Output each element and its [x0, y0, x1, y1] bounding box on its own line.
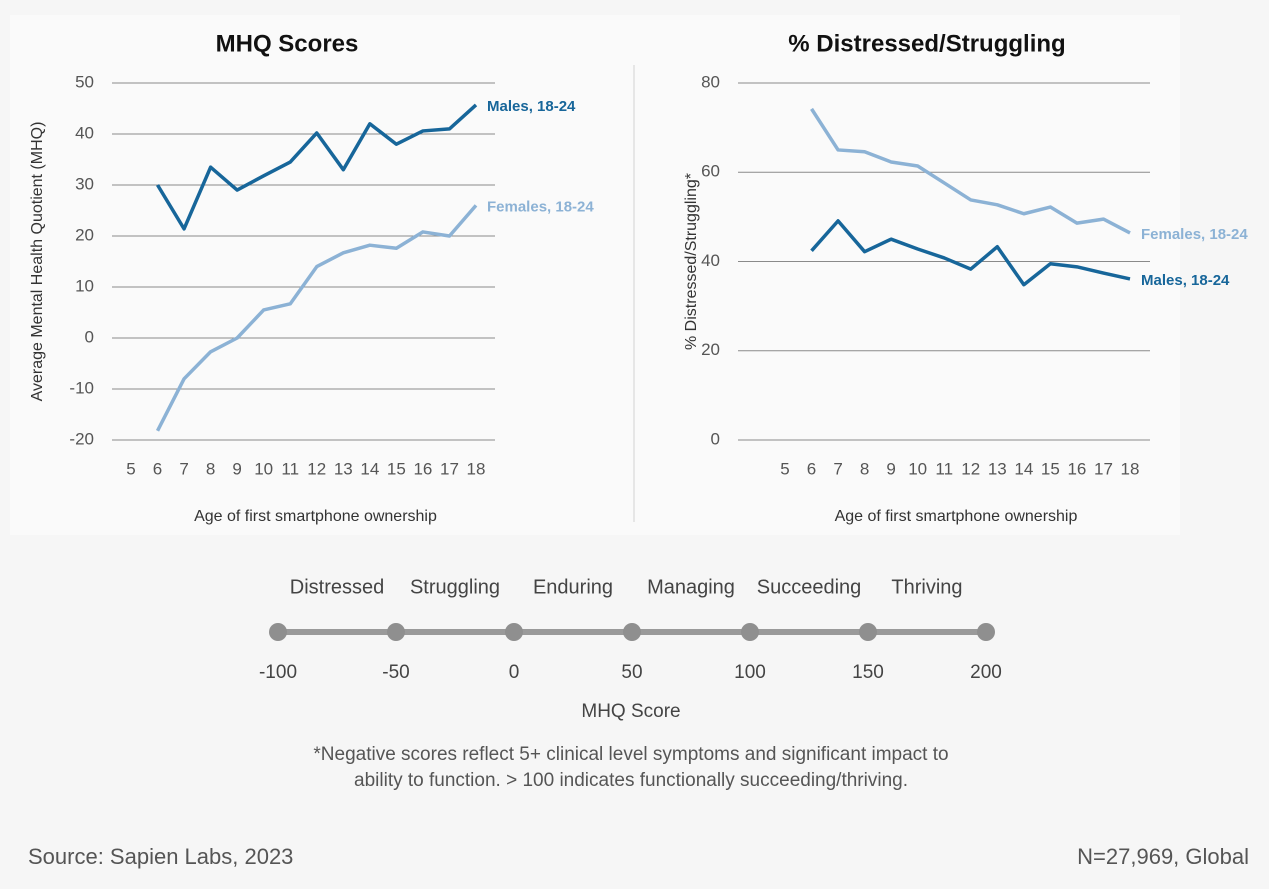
series-label: Females, 18-24 [1141, 226, 1248, 243]
x-tick-label: 17 [440, 459, 459, 478]
series-label: Males, 18-24 [1141, 272, 1230, 289]
scale-tick-label: 100 [734, 662, 766, 683]
series-line [156, 103, 478, 231]
scale-dot [623, 623, 641, 641]
x-tick-label: 5 [126, 459, 135, 478]
scale-tick-label: 150 [852, 662, 884, 683]
scale-category: Managing [647, 576, 735, 598]
scale-tick-label: -50 [382, 662, 409, 683]
x-tick-label: 7 [833, 459, 842, 478]
scale-tick-label: 50 [621, 662, 642, 683]
x-tick-label: 16 [1067, 459, 1086, 478]
x-tick-label: 9 [232, 459, 241, 478]
y-tick-label: 40 [75, 123, 94, 142]
x-tick-label: 10 [254, 459, 273, 478]
scale-dot [387, 623, 405, 641]
scale-category: Distressed [290, 576, 384, 598]
scale-dot [977, 623, 995, 641]
y-axis-label: % Distressed/Struggling* [683, 173, 700, 350]
source: Source: Sapien Labs, 2023 [28, 844, 293, 869]
chart-title: % Distressed/Struggling [788, 30, 1065, 57]
x-tick-label: 10 [908, 459, 927, 478]
x-tick-label: 11 [281, 459, 299, 478]
x-tick-label: 15 [1041, 459, 1060, 478]
series-label: Males, 18-24 [487, 98, 576, 115]
y-tick-label: -20 [69, 429, 94, 448]
x-tick-label: 18 [1121, 459, 1140, 478]
sample-size: N=27,969, Global [1077, 844, 1249, 869]
footnote: *Negative scores reflect 5+ clinical lev… [313, 744, 948, 765]
y-tick-label: 20 [701, 340, 720, 359]
chart-title: MHQ Scores [216, 30, 359, 57]
scale-category: Thriving [891, 576, 962, 598]
scale-dot [859, 623, 877, 641]
x-tick-label: 8 [206, 459, 215, 478]
x-tick-label: 17 [1094, 459, 1113, 478]
x-tick-label: 5 [780, 459, 789, 478]
series-line [155, 204, 478, 432]
scale-category: Struggling [410, 576, 500, 598]
x-axis-label: Age of first smartphone ownership [835, 508, 1078, 525]
y-tick-label: 30 [75, 174, 94, 193]
y-tick-label: 60 [701, 162, 720, 181]
x-tick-label: 7 [179, 459, 188, 478]
scale-dot [505, 623, 523, 641]
x-tick-label: 13 [988, 459, 1007, 478]
x-tick-label: 18 [467, 459, 486, 478]
x-tick-label: 11 [935, 459, 953, 478]
y-tick-label: 20 [75, 225, 94, 244]
x-tick-label: 6 [807, 459, 816, 478]
x-tick-label: 9 [886, 459, 895, 478]
scale-label: MHQ Score [581, 701, 680, 722]
y-tick-label: 10 [75, 276, 94, 295]
scale-tick-label: 200 [970, 662, 1002, 683]
x-tick-label: 12 [307, 459, 326, 478]
x-tick-label: 8 [860, 459, 869, 478]
scale-category: Enduring [533, 576, 613, 598]
series-label: Females, 18-24 [487, 198, 594, 215]
scale-tick-label: 0 [509, 662, 520, 683]
y-tick-label: 40 [701, 251, 720, 270]
chart-panel [10, 15, 1180, 535]
scale-dot [269, 623, 287, 641]
y-tick-label: 0 [85, 327, 94, 346]
y-tick-label: -10 [69, 378, 94, 397]
x-axis-label: Age of first smartphone ownership [194, 508, 437, 525]
x-tick-label: 14 [1014, 459, 1033, 478]
x-tick-label: 12 [961, 459, 980, 478]
x-tick-label: 14 [360, 459, 379, 478]
scale-dot [741, 623, 759, 641]
y-axis-label: Average Mental Health Quotient (MHQ) [29, 122, 46, 402]
x-tick-label: 13 [334, 459, 353, 478]
x-tick-label: 6 [153, 459, 162, 478]
y-tick-label: 50 [75, 72, 94, 91]
x-tick-label: 16 [413, 459, 432, 478]
y-tick-label: 0 [711, 429, 720, 448]
scale-tick-label: -100 [259, 662, 297, 683]
scale-category: Succeeding [757, 576, 862, 598]
series-line [810, 107, 1131, 235]
y-tick-label: 80 [701, 72, 720, 91]
x-tick-label: 15 [387, 459, 406, 478]
series-line [810, 219, 1131, 287]
footnote: ability to function. > 100 indicates fun… [354, 770, 908, 791]
